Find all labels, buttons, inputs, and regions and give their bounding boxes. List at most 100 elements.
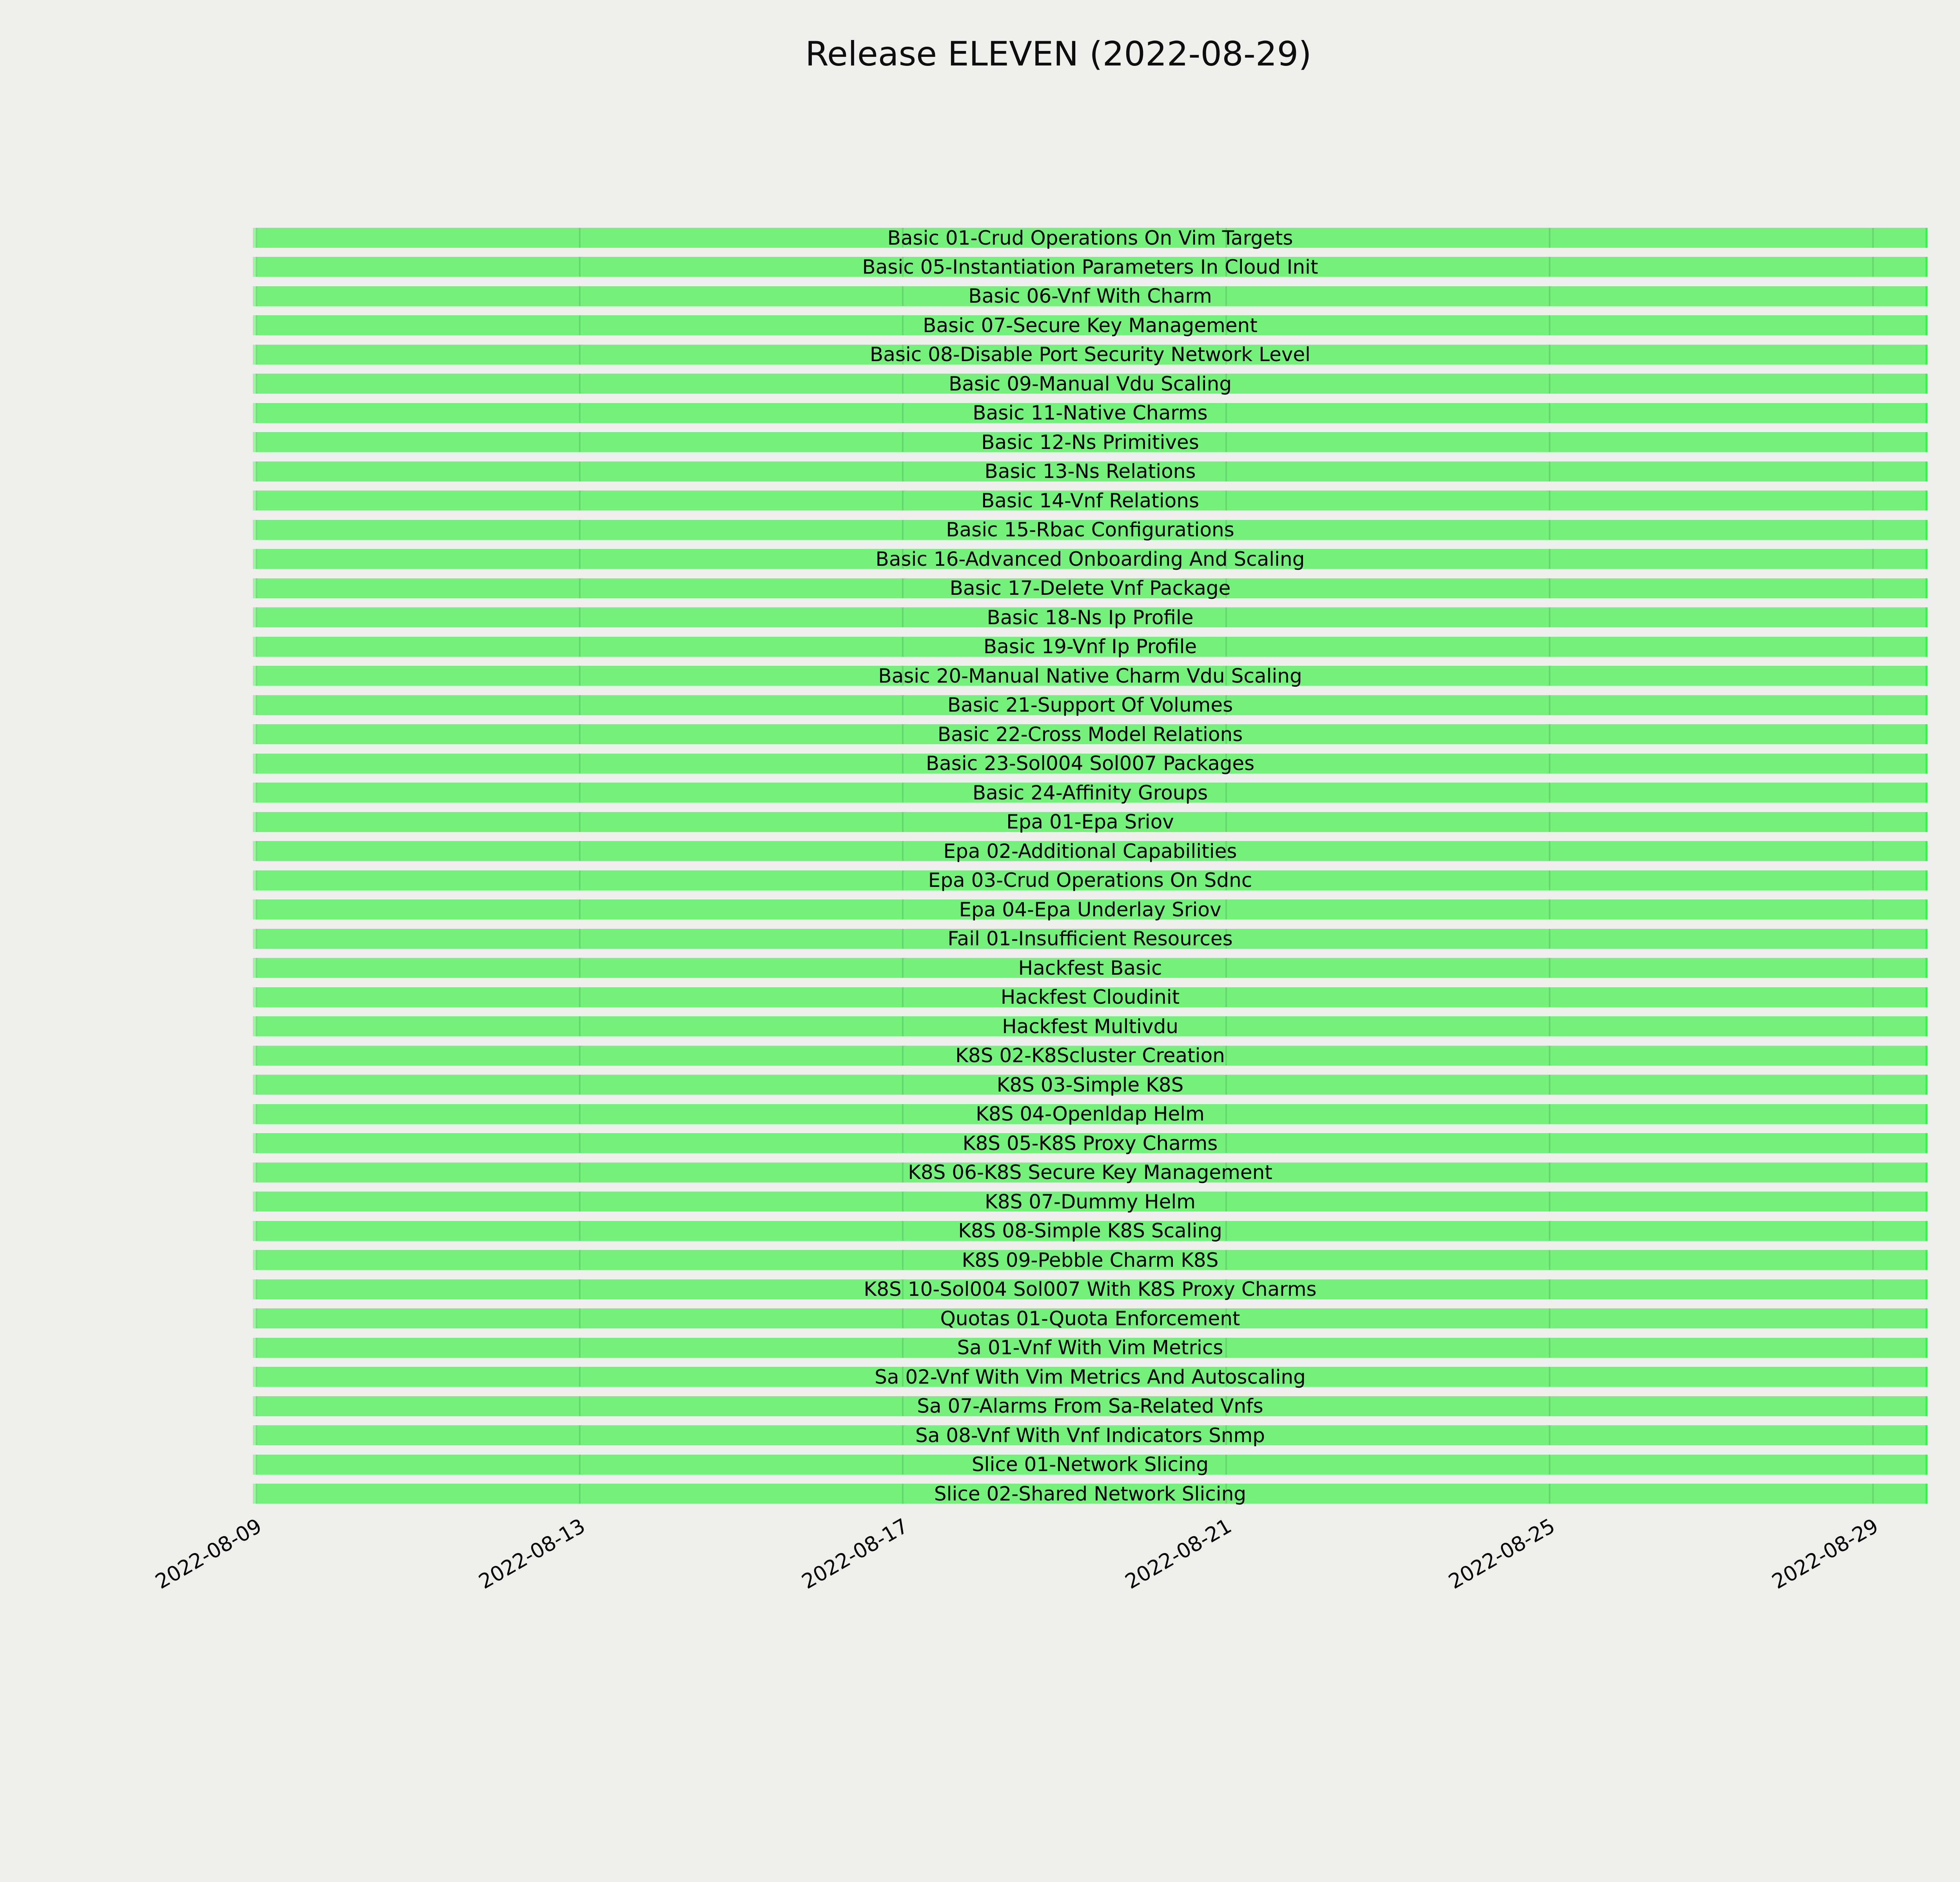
bar-start-edge [253, 753, 256, 774]
bar-end-edge [1926, 928, 1927, 949]
gantt-row: K8S 04-Openldap Helm [253, 1104, 1927, 1124]
gridline [1549, 1337, 1551, 1358]
gridline [902, 461, 904, 481]
gridline [902, 1279, 904, 1299]
bar-label: Basic 18-Ns Ip Profile [987, 606, 1194, 629]
gridline [1872, 257, 1874, 277]
gridline [1225, 315, 1227, 336]
gantt-row: Quotas 01-Quota Enforcement [253, 1307, 1927, 1330]
bar-label: K8S 06-K8S Secure Key Management [908, 1161, 1272, 1184]
gridline [579, 1425, 581, 1446]
bar-end-edge [1926, 1192, 1927, 1212]
gridline [1225, 403, 1227, 423]
bar-end-edge [1926, 1367, 1927, 1387]
gridline [255, 841, 257, 861]
bar-label: Basic 09-Manual Vdu Scaling [948, 372, 1232, 395]
bar-start-edge [253, 1279, 256, 1299]
gantt-row: Basic 01-Crud Operations On Vim Targets [253, 228, 1927, 248]
gridline [1225, 374, 1227, 394]
bar-start-edge [253, 461, 256, 481]
bar-end-edge [1926, 1250, 1927, 1270]
gridline [1225, 987, 1227, 1007]
gridline [902, 607, 904, 628]
bar-start-edge [253, 490, 256, 511]
gantt-row: K8S 10-Sol004 Sol007 With K8S Proxy Char… [253, 1279, 1927, 1299]
gridline [1549, 783, 1551, 803]
bar-label: Basic 01-Crud Operations On Vim Targets [887, 226, 1293, 249]
bar-label: Sa 01-Vnf With Vim Metrics [957, 1336, 1223, 1359]
bar-label: Basic 13-Ns Relations [984, 460, 1196, 483]
gridline [1225, 1250, 1227, 1270]
gridline [1225, 1133, 1227, 1154]
bar-end-edge [1926, 286, 1927, 306]
bar-start-edge [253, 841, 256, 861]
bar-label: K8S 03-Simple K8S [996, 1073, 1184, 1096]
gridline [1549, 1075, 1551, 1095]
bar-start-edge [253, 403, 256, 423]
gridline [579, 315, 581, 336]
gridline [255, 1192, 257, 1212]
gridline [902, 1016, 904, 1037]
gantt-bar [253, 286, 1927, 306]
gridline [1549, 636, 1551, 657]
gridline [1872, 461, 1874, 481]
gridline [902, 870, 904, 890]
gantt-row: Sa 01-Vnf With Vim Metrics [253, 1336, 1927, 1359]
gridline [1549, 607, 1551, 628]
gridline [1549, 1104, 1551, 1124]
gridline [579, 899, 581, 920]
bar-start-edge [253, 1308, 256, 1329]
gridline [1549, 490, 1551, 511]
gridline [1225, 1192, 1227, 1212]
gridline [902, 783, 904, 803]
gridline [255, 461, 257, 481]
bar-label: Epa 01-Epa Sriov [1006, 810, 1174, 834]
gridline [1549, 1454, 1551, 1475]
bar-label: Quotas 01-Quota Enforcement [940, 1307, 1240, 1330]
gantt-bar [253, 666, 1927, 686]
bar-end-edge [1926, 987, 1927, 1007]
gridline [1872, 870, 1874, 890]
gridline [1225, 1279, 1227, 1299]
gantt-row: Basic 13-Ns Relations [253, 461, 1927, 481]
gridline [579, 578, 581, 598]
bar-label: Slice 02-Shared Network Slicing [934, 1482, 1247, 1505]
gantt-row: Basic 12-Ns Primitives [253, 432, 1927, 452]
gridline [1549, 1367, 1551, 1387]
gridline [579, 695, 581, 715]
bar-label: Basic 24-Affinity Groups [972, 781, 1208, 804]
gridline [579, 1279, 581, 1299]
gridline [1872, 958, 1874, 978]
gantt-row: Basic 07-Secure Key Management [253, 315, 1927, 336]
gridline [1872, 1279, 1874, 1299]
bar-end-edge [1926, 1016, 1927, 1037]
bar-label: K8S 08-Simple K8S Scaling [958, 1219, 1222, 1243]
gantt-bar [253, 461, 1927, 481]
gridline [902, 636, 904, 657]
bar-start-edge [253, 636, 256, 657]
gridline [902, 1367, 904, 1387]
gridline [1549, 1221, 1551, 1241]
gridline [255, 520, 257, 540]
gridline [255, 1250, 257, 1270]
gantt-bar [253, 1279, 1927, 1299]
gridline [579, 374, 581, 394]
gridline [1872, 1425, 1874, 1446]
bar-start-edge [253, 1337, 256, 1358]
gridline [1225, 1367, 1227, 1387]
bar-label: Epa 02-Additional Capabilities [943, 839, 1237, 863]
gantt-bar [253, 578, 1927, 598]
gridline [1549, 1133, 1551, 1154]
gridline [902, 1104, 904, 1124]
bar-end-edge [1926, 1133, 1927, 1154]
gridline [1225, 520, 1227, 540]
bar-end-edge [1926, 520, 1927, 540]
gridline [1225, 928, 1227, 949]
bar-end-edge [1926, 257, 1927, 277]
bar-end-edge [1926, 432, 1927, 452]
gridline [1872, 841, 1874, 861]
gridline [579, 1133, 581, 1154]
gridline [255, 228, 257, 248]
bar-end-edge [1926, 607, 1927, 628]
gridline [902, 928, 904, 949]
